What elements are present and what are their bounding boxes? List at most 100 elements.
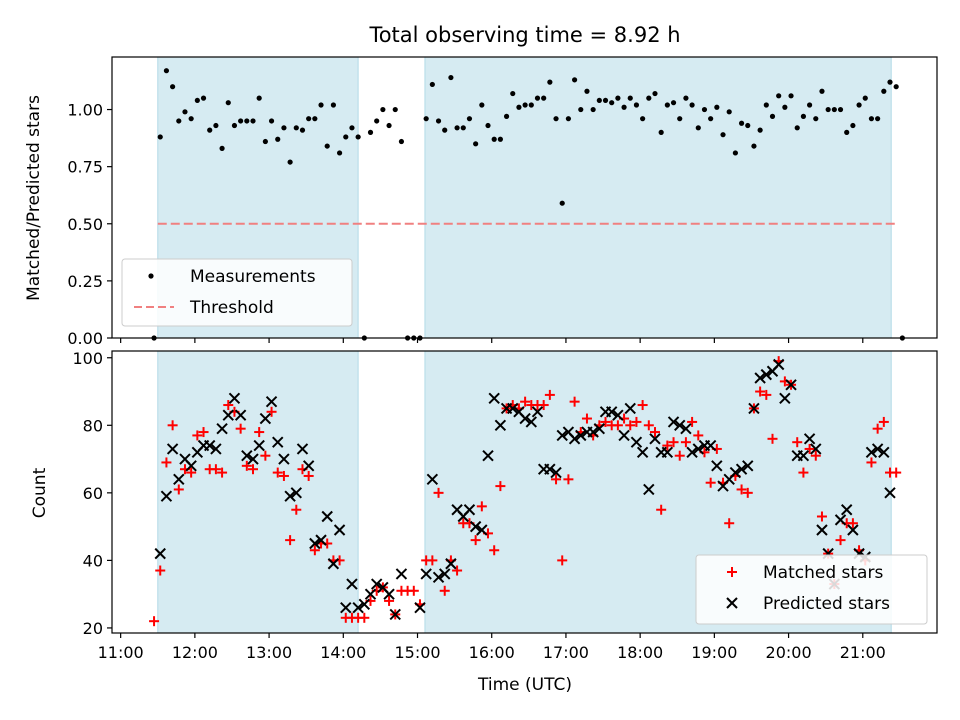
predicted-star-point [636,446,649,459]
measurement-point [367,129,374,135]
predicted-star-point [680,422,692,435]
matched-star-point [235,423,246,434]
measurement-point [231,122,238,129]
measurement-point [473,141,479,147]
measurement-point [627,95,633,101]
measurement-point [299,127,306,133]
matched-star-point [309,545,320,556]
ratio-y-tick-label: 1.00 [67,101,103,120]
predicted-star-point [476,524,488,536]
predicted-star-point [556,429,568,442]
measurement-point [287,159,293,165]
matched-star-point [866,457,877,468]
predicted-star-point [624,402,636,415]
matched-star-point [674,450,685,461]
count-panel: 20 40 60 80 100 11:00 12:00 13:00 14:00 15:00 16:… [30,349,938,695]
measurement-point [330,102,337,108]
matched-star-point [656,504,667,515]
measurement-point [306,116,312,122]
predicted-star-point [383,588,395,600]
measurement-point [596,97,602,104]
predicted-star-point [414,601,426,614]
matched-star-point [804,443,815,454]
count-x-tick-label: 19:00 [691,643,737,662]
chart-title: Total observing time = 8.92 h [368,23,680,47]
predicted-star-point [420,568,432,580]
measurement-point [275,136,281,142]
measurement-point [244,118,250,124]
matched-star-point [544,389,555,400]
measurement-point [466,116,473,122]
matched-star-point [452,565,463,576]
ratio-y-tick-label: 0.25 [67,272,103,291]
predicted-star-point [772,358,785,371]
measurement-point [219,145,225,151]
predicted-star-point [432,571,445,583]
matched-star-point [248,464,259,475]
matched-star-point [761,389,772,400]
measurement-point [738,120,745,126]
matched-star-point [872,423,883,434]
measurement-point [633,102,640,108]
matched-star-point [198,427,209,438]
matched-star-point [810,450,821,461]
predicted-star-point [228,392,241,404]
ratio-legend-box [121,258,353,327]
predicted-star-point [278,453,290,465]
measurement-point [392,106,398,113]
measurement-point [621,104,627,110]
measurement-point [559,200,565,206]
measurement-point [609,100,615,106]
matched-star-point [816,511,827,522]
measurement-point [881,88,887,94]
matched-star-point [649,427,660,438]
measurement-point [312,116,318,122]
predicted-star-point [871,443,884,455]
matched-star-point [161,457,172,468]
measurement-point [788,93,794,99]
predicted-star-point [333,524,346,536]
measurement-point [813,116,819,122]
matched-star-point [631,416,642,427]
matched-star-point [155,565,166,576]
measurement-point [689,102,695,108]
matched-star-point [192,430,203,441]
count-y-axis-label: Count [30,467,50,518]
ratio-y-tick-label: 0.00 [67,329,103,348]
predicted-star-point [302,460,315,472]
measurement-point [293,125,299,131]
predicted-star-point [704,439,717,452]
predicted-star-point [742,460,754,472]
predicted-star-point [204,439,216,452]
measurement-point [157,134,163,140]
measurement-point [664,102,670,108]
measurement-point [708,116,714,122]
measurement-point [602,97,609,104]
legend-threshold-label: Threshold [189,298,274,318]
ratio-y-tick-label: 0.75 [67,158,103,177]
matched-star-point [291,504,302,515]
predicted-star-point [884,487,896,499]
matched-star-point [668,437,679,448]
legend-matched-label: Matched stars [763,563,883,583]
predicted-star-point [568,433,581,445]
measurement-point [819,88,825,94]
measurement-point [176,118,182,124]
predicted-star-point [575,429,587,442]
predicted-star-point [593,422,606,435]
predicted-star-point [296,443,309,455]
matched-star-point [285,535,296,546]
measurement-point [188,116,194,122]
predicted-star-point [748,402,760,415]
matched-star-point [520,396,531,407]
measurement-point [256,95,262,101]
measurement-point [887,79,893,85]
measurement-point [757,127,763,133]
predicted-star-point [865,446,878,459]
predicted-star-point [587,426,599,438]
matched-star-point [625,420,636,431]
measurement-point [769,113,776,119]
predicted-star-point [661,446,674,459]
matched-star-point [569,396,580,407]
count-x-tick-label: 15:00 [394,643,440,662]
